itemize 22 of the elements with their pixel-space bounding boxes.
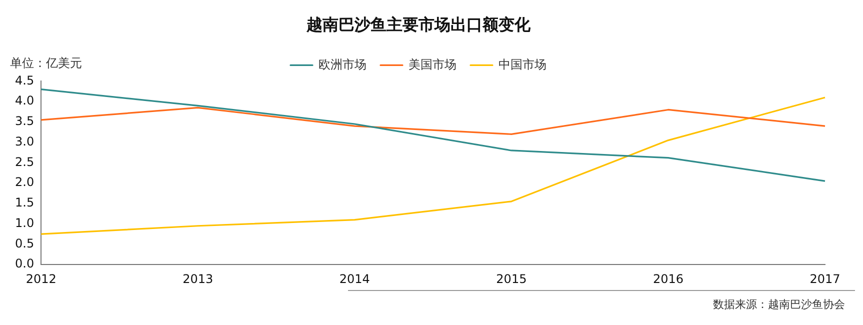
legend-label: 中国市场 (498, 57, 546, 72)
y-tick-label: 3.5 (14, 114, 34, 128)
x-tick-label: 2016 (652, 272, 684, 286)
y-tick-label: 4.0 (14, 94, 34, 108)
y-tick-label: 0.5 (14, 236, 34, 250)
x-tick-label: 2014 (339, 272, 370, 286)
x-tick-label: 2012 (26, 272, 56, 286)
y-tick-label: 2.0 (14, 175, 34, 190)
y-tick-label: 3.0 (14, 134, 34, 148)
x-tick-label: 2017 (810, 272, 840, 286)
legend-label: 欧洲市场 (318, 57, 366, 72)
y-tick-label: 2.5 (14, 154, 34, 169)
y-tick-label: 0.0 (14, 256, 34, 271)
source-note: 数据来源：越南巴沙鱼协会 (348, 290, 855, 312)
y-tick-label: 1.5 (14, 196, 34, 210)
y-axis-title: 单位：亿美元 (10, 56, 82, 70)
legend-label: 美国市场 (408, 57, 456, 72)
chart-title: 越南巴沙鱼主要市场出口额变化 (306, 14, 532, 34)
x-tick-label: 2015 (496, 272, 527, 286)
x-tick-label: 2013 (182, 272, 214, 286)
y-tick-label: 4.5 (14, 73, 34, 88)
y-tick-label: 1.0 (14, 216, 34, 230)
